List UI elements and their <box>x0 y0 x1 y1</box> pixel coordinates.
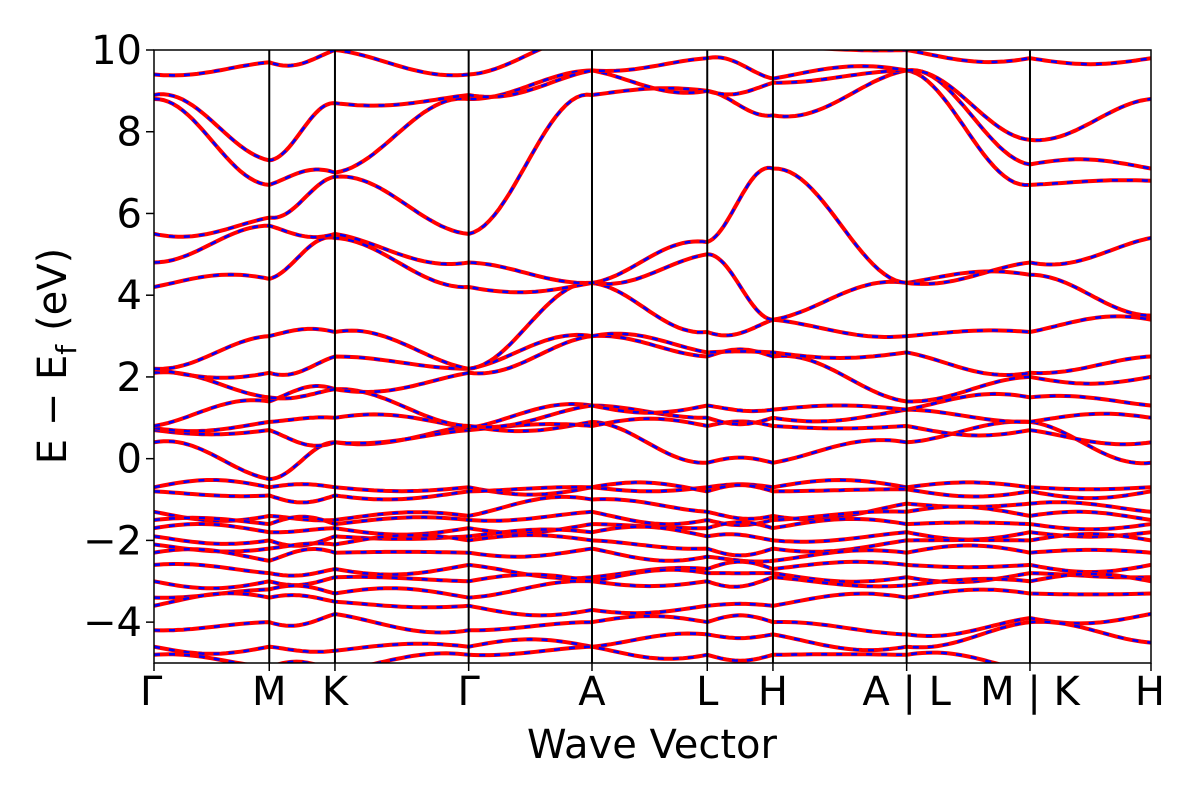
x-tick-label: Γ <box>458 669 481 715</box>
y-tick-label: 8 <box>117 110 142 156</box>
band-line-red <box>154 419 1151 482</box>
x-tick-label: H <box>758 669 788 715</box>
y-axis-title-main: E − E <box>30 355 76 465</box>
band-line-blue <box>154 505 1151 527</box>
y-tick-label: −4 <box>83 600 142 646</box>
band-line-red <box>154 50 1151 78</box>
x-tick-label: A <box>578 669 606 715</box>
x-tick-label: L <box>696 669 719 715</box>
band-line-blue <box>154 572 1151 600</box>
band-line-red <box>154 331 1151 380</box>
band-line-red <box>154 644 1101 663</box>
band-line-blue <box>154 612 1151 638</box>
bands-layer <box>154 50 1151 663</box>
x-axis-title: Wave Vector <box>527 722 778 768</box>
y-tick-label: 10 <box>91 28 142 74</box>
band-line-blue <box>154 525 1151 548</box>
x-tick-label: M | K <box>980 669 1081 715</box>
band-line-blue <box>154 568 1151 590</box>
x-tick-label: Γ <box>140 669 163 715</box>
band-line-blue <box>154 478 1151 496</box>
y-tick-label: 0 <box>117 437 142 483</box>
plot-area <box>153 49 1152 664</box>
band-line-blue <box>154 56 1151 162</box>
y-axis-title-subscript: f <box>50 344 83 355</box>
band-line-blue <box>154 281 1151 371</box>
x-tick-label: K <box>322 669 350 715</box>
x-tick-label: M <box>252 669 287 715</box>
high-symmetry-lines <box>268 50 1031 663</box>
band-line-red <box>154 235 1151 322</box>
band-line-blue <box>154 68 1151 187</box>
band-line-blue <box>154 495 1151 523</box>
x-tick-label: H <box>1135 669 1165 715</box>
band-line-blue <box>154 544 1151 563</box>
plot-frame <box>153 49 1152 664</box>
y-axis: −4 −2 0 2 4 6 8 10 <box>83 28 154 646</box>
y-axis-title: E − Ef (eV) <box>30 248 83 465</box>
y-axis-title-unit: (eV) <box>30 248 76 331</box>
y-tick-label: 6 <box>117 191 142 237</box>
band-line-blue <box>154 481 1151 504</box>
x-tick-label: A | L <box>862 669 951 715</box>
y-tick-label: 4 <box>117 273 142 319</box>
band-line-blue <box>154 620 1151 656</box>
band-line-blue <box>154 334 1151 403</box>
band-line-blue <box>154 384 1151 429</box>
band-line-red <box>154 165 1151 286</box>
y-tick-label: 2 <box>117 355 142 401</box>
band-line-blue <box>154 532 1151 557</box>
band-line-blue <box>154 588 1151 617</box>
band-line-blue <box>154 417 1151 447</box>
y-tick-label: −2 <box>83 518 142 564</box>
